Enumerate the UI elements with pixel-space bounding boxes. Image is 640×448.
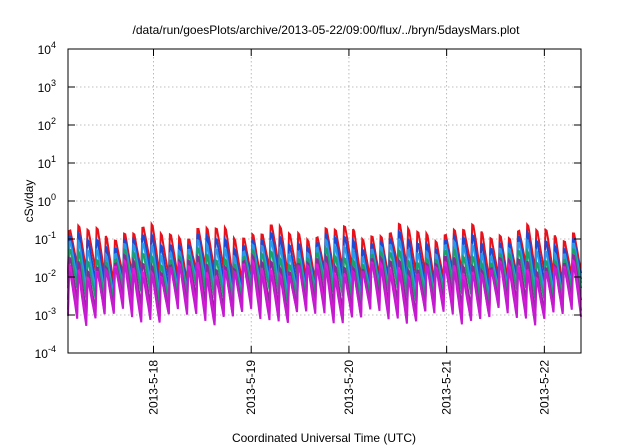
- x-tick-label: 2013-5-19: [244, 360, 258, 415]
- y-tick-exponent: 1: [51, 154, 56, 164]
- y-tick-base: 10: [38, 195, 52, 209]
- chart-title: /data/run/goesPlots/archive/2013-05-22/0…: [133, 23, 521, 37]
- y-axis-label: cSv/day: [22, 180, 36, 223]
- x-tick-label: 2013-5-20: [342, 360, 356, 415]
- y-tick-base: 10: [35, 233, 49, 247]
- y-tick-base: 10: [35, 271, 49, 285]
- y-tick-exponent: 2: [51, 116, 56, 126]
- y-tick-label: 101: [38, 154, 56, 171]
- y-tick-base: 10: [35, 347, 49, 361]
- y-tick-base: 10: [35, 309, 49, 323]
- y-tick-label: 10-2: [35, 268, 56, 285]
- y-tick-base: 10: [38, 157, 52, 171]
- x-axis: 2013-5-18 2013-5-19 2013-5-20 2013-5-21 2013…: [147, 49, 551, 415]
- y-tick-label: 10-4: [35, 344, 56, 361]
- y-tick-label: 10-1: [35, 230, 56, 247]
- y-tick-base: 10: [38, 119, 52, 133]
- y-tick-label: 103: [38, 78, 56, 95]
- y-tick-exponent: -1: [48, 230, 56, 240]
- y-tick-exponent: 3: [51, 78, 56, 88]
- x-axis-label: Coordinated Universal Time (UTC): [232, 431, 416, 445]
- y-tick-exponent: -4: [48, 344, 56, 354]
- y-tick-label: 10-3: [35, 306, 56, 323]
- y-tick-exponent: -2: [48, 268, 56, 278]
- y-tick-exponent: 0: [51, 192, 56, 202]
- y-tick-exponent: 4: [51, 40, 56, 50]
- y-tick-exponent: -3: [48, 306, 56, 316]
- y-tick-label: 100: [38, 192, 56, 209]
- y-tick-base: 10: [38, 81, 52, 95]
- y-tick-label: 102: [38, 116, 56, 133]
- series-group: [67, 220, 582, 326]
- y-tick-base: 10: [38, 43, 52, 57]
- series-line: [67, 261, 582, 326]
- x-tick-label: 2013-5-22: [537, 360, 551, 415]
- x-tick-label: 2013-5-21: [440, 360, 454, 415]
- y-tick-label: 104: [38, 40, 56, 57]
- x-tick-label: 2013-5-18: [147, 360, 161, 415]
